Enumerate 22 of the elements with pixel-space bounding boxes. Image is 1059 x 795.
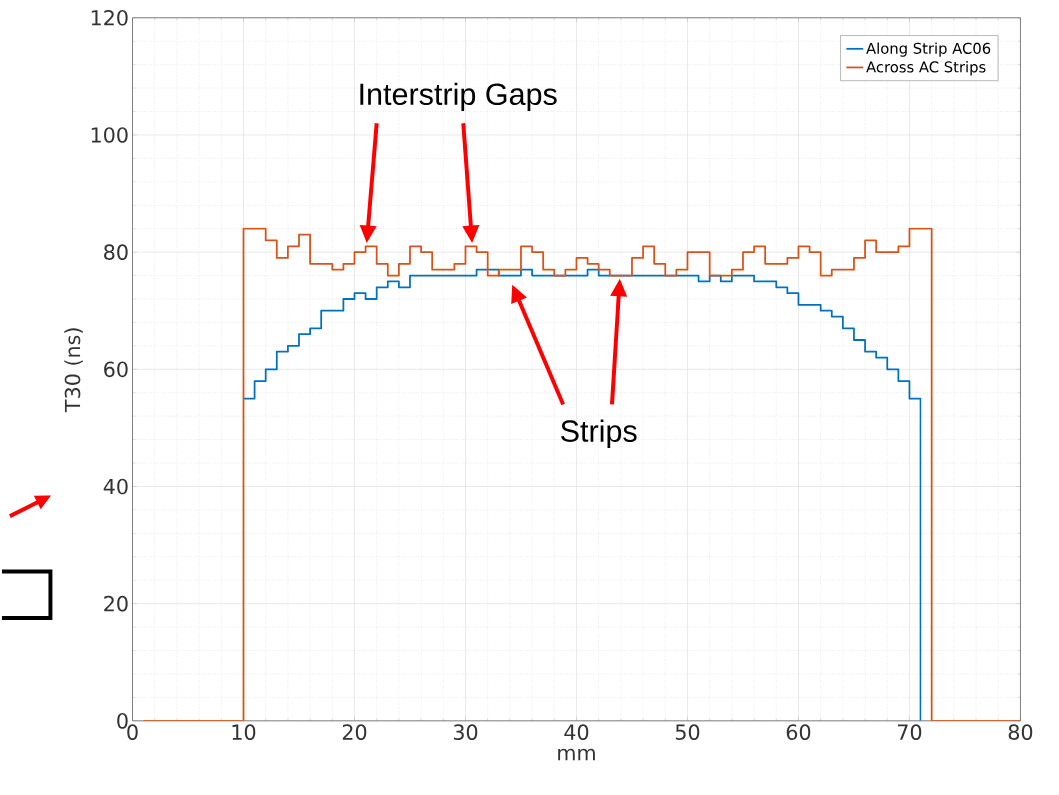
x-tick-label: 30 — [453, 724, 478, 740]
legend-label: Along Strip AC06 — [866, 42, 991, 57]
x-tick-label: 40 — [564, 724, 589, 740]
x-tick-label: 50 — [675, 724, 700, 740]
legend-label: Across AC Strips — [866, 61, 986, 76]
y-axis-title: T30 (ns) — [64, 328, 83, 413]
x-tick-label: 10 — [232, 724, 256, 740]
y-tick-label: 100 — [91, 127, 128, 143]
x-tick-label: 60 — [786, 724, 811, 740]
y-tick-label: 120 — [91, 9, 128, 26]
y-tick-label: 80 — [104, 244, 128, 260]
y-tick-label: 60 — [104, 361, 128, 378]
x-tick-label: 70 — [898, 724, 922, 740]
y-tick-label: 40 — [103, 478, 128, 495]
x-axis-title: mm — [558, 748, 595, 761]
x-tick-label: 0 — [127, 724, 138, 740]
annotation: Strips — [561, 419, 637, 448]
y-tick-label: 0 — [117, 713, 128, 729]
x-tick-label: 20 — [342, 724, 367, 740]
x-tick-label: 80 — [1008, 724, 1033, 740]
annotation: Interstrip Gaps — [360, 82, 557, 112]
y-tick-label: 20 — [104, 595, 128, 612]
